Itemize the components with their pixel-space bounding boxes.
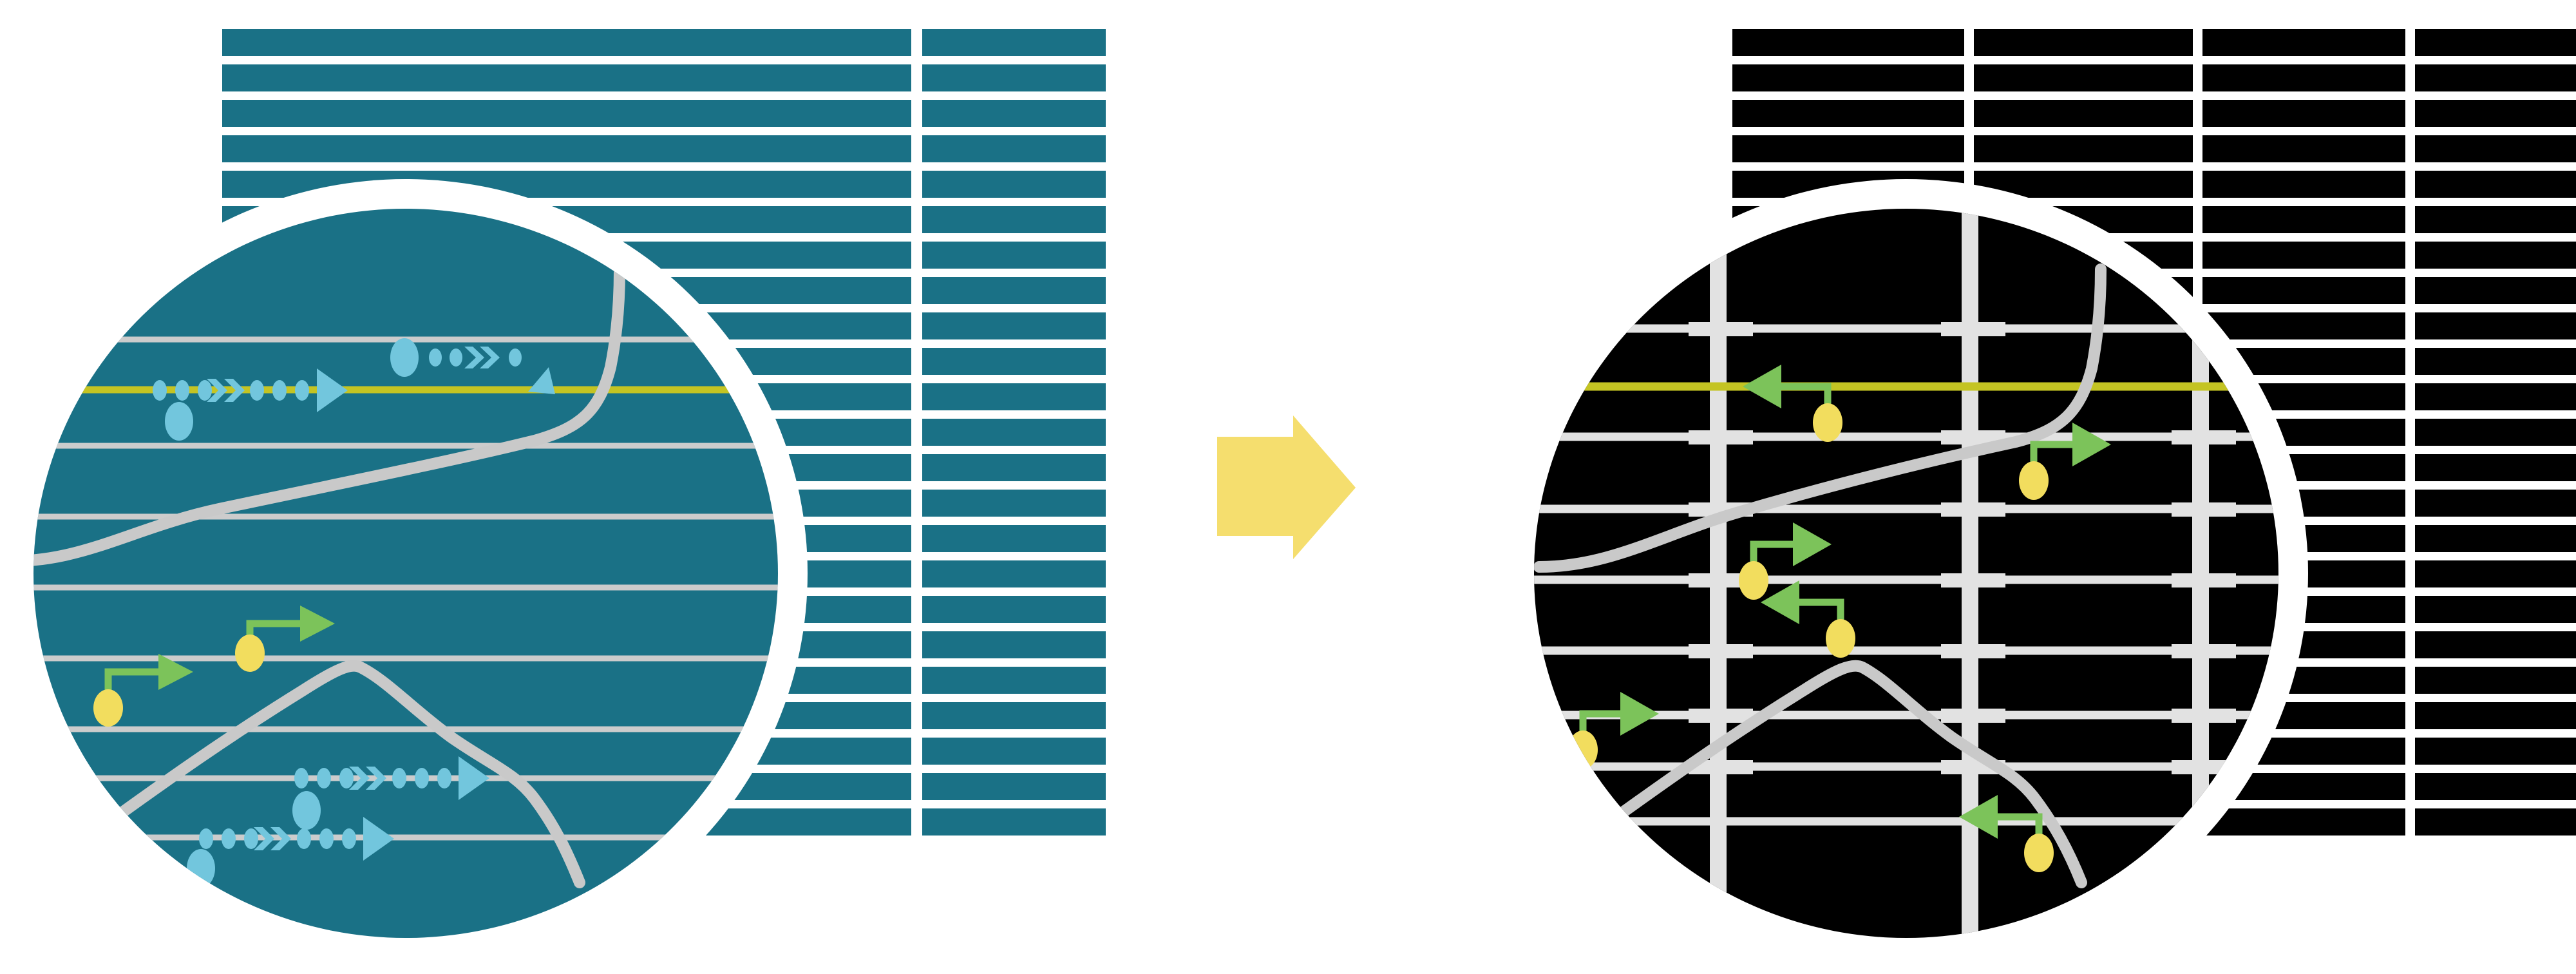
green-arrow-right-icon	[93, 654, 193, 727]
yellow-dot-icon	[235, 635, 265, 672]
green-arrow-left-icon	[1959, 795, 2054, 872]
yellow-dot-icon	[1826, 619, 1855, 658]
yellow-dot-icon	[93, 689, 123, 727]
before-lens-fill	[33, 209, 778, 938]
transition-arrow	[1217, 415, 1356, 559]
green-arrow-right-icon	[235, 606, 335, 672]
green-arrow-left-icon	[1761, 580, 1855, 658]
before-lens-content	[33, 265, 778, 888]
blob-icon	[292, 791, 321, 830]
after-lens-fill	[1534, 209, 2278, 938]
before-panel	[5, 29, 1106, 967]
before-column-2	[922, 29, 1106, 836]
after-lens-tick-marks	[1689, 322, 2236, 774]
before-curve-lower	[91, 660, 585, 888]
green-arrow-right-icon	[2019, 423, 2111, 500]
dotted-arrow-left-icon	[390, 338, 555, 394]
green-arrow-right-icon	[1739, 522, 1832, 600]
before-lens-ring	[5, 180, 807, 967]
after-lens-ring	[1505, 180, 2307, 967]
after-curve-lower	[1591, 660, 2087, 888]
blob-icon	[165, 402, 193, 441]
right-arrow-icon	[1217, 415, 1356, 559]
before-curve-upper	[33, 265, 625, 567]
green-arrow-left-icon	[1743, 365, 1842, 442]
yellow-dot-icon	[2024, 834, 2054, 872]
yellow-dot-icon	[2019, 461, 2049, 500]
dotted-arrow-right-icon	[199, 817, 394, 861]
yellow-dot-icon	[1739, 561, 1768, 600]
after-panel	[1505, 29, 2576, 967]
yellow-dot-icon	[1813, 403, 1842, 442]
after-curve-upper	[1534, 263, 2107, 573]
dotted-arrow-right-icon	[153, 368, 348, 412]
after-column-4	[2415, 29, 2576, 836]
dotted-arrow-right-icon	[294, 756, 489, 800]
